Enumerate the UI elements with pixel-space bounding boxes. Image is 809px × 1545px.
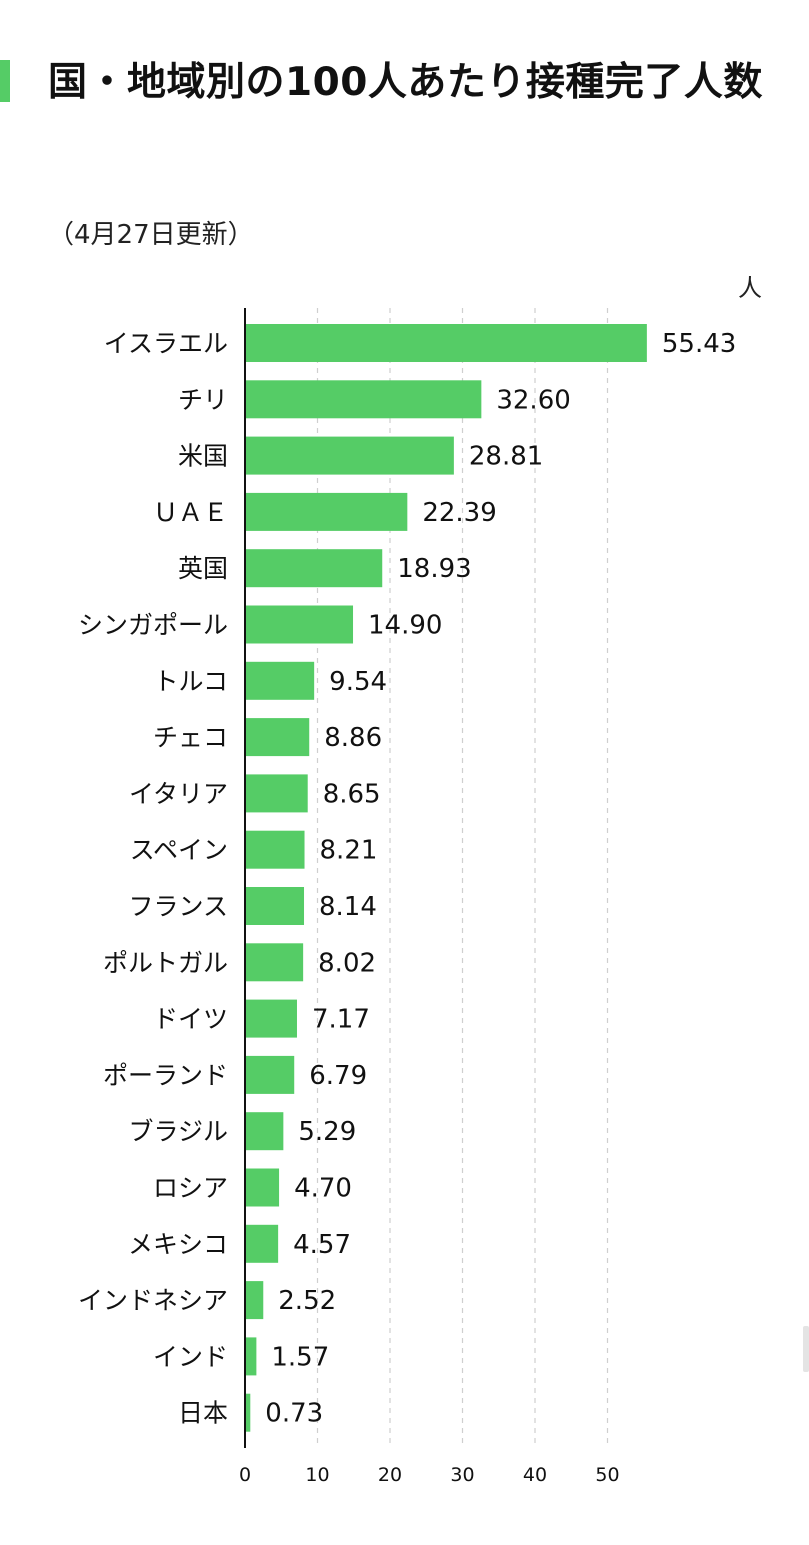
value-label: 8.02 — [318, 948, 376, 978]
category-label: チリ — [178, 385, 228, 414]
category-label: イタリア — [129, 779, 228, 808]
scrollbar-thumb[interactable] — [803, 1326, 809, 1372]
value-label: 9.54 — [329, 667, 387, 697]
value-label: 8.14 — [319, 892, 377, 922]
bar — [245, 887, 305, 925]
value-label: 8.21 — [320, 836, 378, 866]
x-tick-label: 30 — [450, 1464, 474, 1486]
bar — [245, 1055, 295, 1094]
bar — [245, 774, 308, 813]
value-label: 5.29 — [298, 1117, 356, 1147]
value-label: 18.93 — [397, 554, 471, 584]
category-label: メキシコ — [128, 1230, 228, 1259]
value-label: 8.65 — [323, 779, 381, 809]
x-tick-label: 0 — [239, 1464, 251, 1486]
category-label: チェコ — [153, 723, 228, 752]
category-label: シンガポール — [78, 611, 228, 640]
bar — [245, 943, 304, 982]
title-accent-bar — [0, 60, 10, 102]
category-label: ロシア — [153, 1174, 228, 1203]
bar-layer — [245, 324, 647, 1432]
bar — [245, 1168, 280, 1207]
category-label: 英国 — [178, 554, 228, 583]
bar — [245, 549, 383, 588]
value-label: 6.79 — [309, 1061, 367, 1091]
bar — [245, 1224, 279, 1263]
value-label: 4.57 — [293, 1230, 351, 1260]
bar — [245, 436, 454, 475]
value-label: 4.70 — [294, 1174, 352, 1204]
bar — [245, 492, 408, 531]
category-label: インド — [153, 1342, 228, 1371]
category-label: ドイツ — [153, 1005, 228, 1034]
category-label: ポルトガル — [103, 948, 228, 977]
category-label: 日本 — [178, 1399, 228, 1428]
x-tick-label: 50 — [595, 1464, 619, 1486]
value-label: 28.81 — [469, 442, 543, 472]
value-label: 2.52 — [278, 1286, 336, 1316]
value-label: 7.17 — [312, 1005, 370, 1035]
bar — [245, 999, 297, 1038]
value-label: 14.90 — [368, 611, 442, 641]
bar — [245, 324, 647, 362]
x-tick-label: 10 — [305, 1464, 329, 1486]
bar — [245, 718, 310, 757]
category-label: ＵＡＥ — [153, 498, 228, 527]
category-label: 米国 — [178, 442, 228, 471]
unit-label: 人 — [738, 274, 762, 302]
bar — [245, 661, 315, 700]
category-label: トルコ — [153, 667, 228, 696]
value-label: 0.73 — [265, 1399, 323, 1429]
bar — [245, 830, 305, 869]
bar — [245, 605, 354, 644]
label-layer: イスラエル 55.43 チリ 32.60 米国 28.81 ＵＡＥ 22.39 英国 18.93 シ… — [78, 329, 736, 1429]
value-label: 1.57 — [271, 1342, 329, 1372]
bar — [245, 380, 482, 419]
value-label: 55.43 — [662, 329, 736, 359]
x-tick-label: 40 — [523, 1464, 547, 1486]
bar — [245, 1337, 257, 1376]
category-label: ブラジル — [128, 1117, 228, 1146]
x-tick-label: 20 — [378, 1464, 402, 1486]
category-label: フランス — [128, 892, 228, 921]
bar — [245, 1281, 264, 1320]
value-label: 32.60 — [496, 385, 570, 415]
value-label: 22.39 — [422, 498, 496, 528]
chart-title: 国・地域別の100人あたり接種完了人数 — [48, 60, 763, 105]
value-label: 8.86 — [324, 723, 382, 753]
grid-layer — [316, 308, 609, 1448]
bar — [245, 1112, 284, 1151]
category-label: スペイン — [130, 836, 228, 865]
bar — [245, 1393, 251, 1432]
chart-subtitle: （4月27日更新） — [48, 220, 254, 250]
category-label: イスラエル — [104, 329, 228, 358]
category-label: インドネシア — [78, 1286, 228, 1315]
category-label: ポーランド — [103, 1061, 228, 1090]
tick-layer: 0 10 20 30 40 50 — [239, 1464, 620, 1486]
